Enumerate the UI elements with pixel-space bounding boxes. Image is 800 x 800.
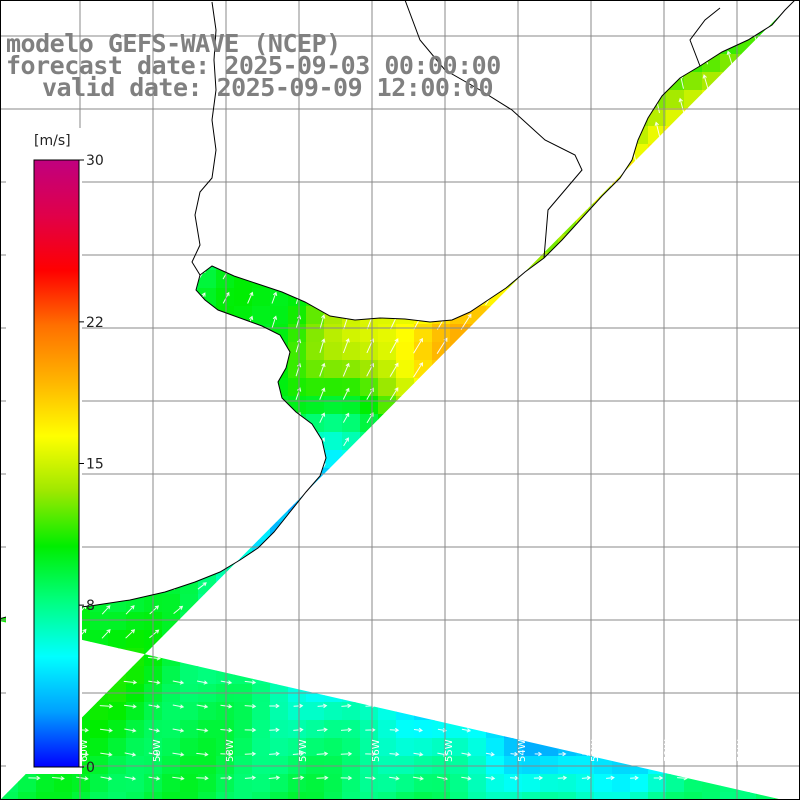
lon-label: 56W [371,739,382,762]
lon-label: 54W [517,739,528,762]
lat-label: 33S [776,169,795,180]
lat-label: 38S [776,534,795,545]
lat-label: 39S [776,607,795,618]
lon-label: 55W [444,739,455,762]
colorbar-ramp [33,159,80,768]
lon-label: 51W [736,739,747,762]
colorbar-tick-label: 30 [86,153,104,169]
colorbar: 30 22 15 8 0 [6,128,104,776]
coastline [0,0,796,620]
lon-label: 59W [152,739,163,762]
lat-label: 37S [776,461,795,472]
lon-label: 60W [79,739,90,762]
lat-label: 40S [776,680,795,691]
colorbar-tick-label: 15 [86,457,104,473]
lat-label: 32S [776,96,795,107]
colorbar-tick-label: 0 [86,760,95,776]
lon-label: 52W [663,739,674,762]
colorbar-tick-label: 8 [86,598,95,614]
title-valid-date: valid date: 2025-09-09 12:00:00 [42,73,494,102]
lon-label: 57W [298,739,309,762]
title-forecast-date: forecast date: 2025-09-03 00:00:00 [6,51,501,80]
lat-label: 35S [776,315,795,326]
latitude-labels: 32S 33S 34S 35S 36S 37S 38S 39S 40S 41S [776,96,795,764]
colorbar-ticks: 30 22 15 8 0 [79,153,104,776]
lat-label: 41S [776,753,795,764]
lon-label: 58W [225,739,236,762]
lat-label: 34S [776,242,795,253]
lon-label: 53W [590,739,601,762]
colorbar-unit: [m/s] [34,133,71,149]
colorbar-tick-label: 22 [86,315,104,331]
title-model: modelo GEFS-WAVE (NCEP) [6,29,341,58]
lat-label: 36S [776,388,795,399]
